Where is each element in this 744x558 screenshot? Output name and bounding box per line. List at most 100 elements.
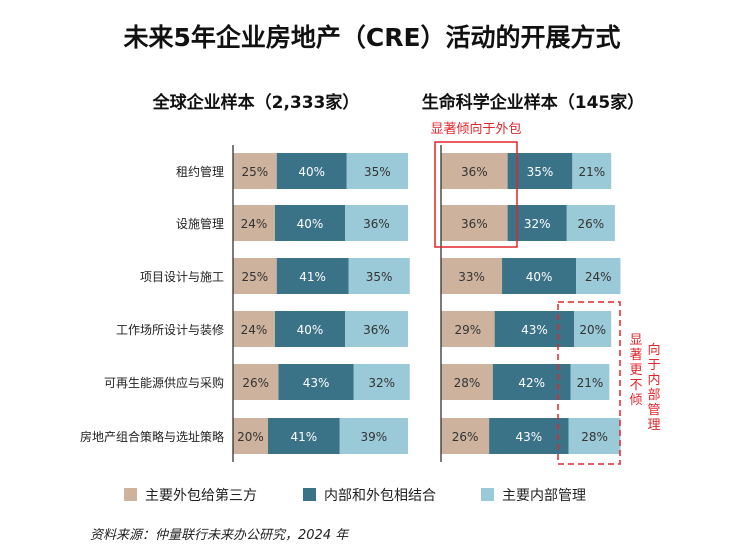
bar-segment (233, 153, 277, 189)
legend-item: 内部和外包相结合 (303, 488, 436, 504)
bar-segment (233, 258, 277, 294)
data-label: 25% (242, 165, 269, 179)
bar-segment (441, 364, 493, 400)
data-label: 24% (241, 217, 268, 231)
data-label: 32% (524, 217, 551, 231)
annotation-outsourcing: 显著倾向于外包 (430, 121, 521, 137)
data-label: 40% (297, 217, 324, 231)
data-label: 40% (298, 165, 325, 179)
bar-segment (489, 418, 569, 454)
bar-segment (233, 364, 279, 400)
data-label: 39% (361, 430, 388, 444)
data-label: 35% (364, 165, 391, 179)
bar-segment (568, 418, 621, 454)
data-label: 26% (578, 217, 605, 231)
bar-segment (275, 311, 345, 347)
svg-text:更: 更 (629, 363, 642, 378)
category-label: 设施管理 (176, 216, 224, 231)
panel-title-life-science: 生命科学企业样本（145家） (422, 92, 645, 113)
data-label: 41% (291, 430, 318, 444)
data-label: 28% (454, 376, 481, 390)
svg-text:内: 内 (647, 372, 660, 388)
data-label: 26% (452, 430, 479, 444)
legend-label: 主要外包给第三方 (145, 487, 257, 504)
legend-label: 主要内部管理 (502, 488, 586, 504)
legend-item: 主要内部管理 (481, 488, 586, 504)
bar-segment (233, 205, 275, 241)
data-label: 40% (526, 270, 553, 284)
legend: 主要外包给第三方 内部和外包相结合 主要内部管理 (124, 487, 586, 504)
data-label: 43% (521, 323, 548, 337)
bar-segment (353, 364, 410, 400)
data-label: 41% (299, 270, 326, 284)
bar-segment (441, 258, 503, 294)
svg-text:不: 不 (629, 378, 642, 393)
bar-segment (345, 205, 408, 241)
bar-segment (441, 418, 490, 454)
legend-swatch (303, 488, 316, 501)
data-label: 36% (461, 165, 488, 179)
legend-label: 内部和外包相结合 (324, 488, 436, 504)
bar-segment (278, 364, 354, 400)
bar-segment (441, 311, 495, 347)
data-label: 24% (585, 270, 612, 284)
bar-segment (276, 258, 349, 294)
bar-segment (576, 258, 621, 294)
svg-text:倾: 倾 (629, 393, 642, 408)
data-label: 36% (363, 323, 390, 337)
chart-title: 未来5年企业房地产（CRE）活动的开展方式 (123, 23, 620, 52)
data-label: 43% (516, 430, 543, 444)
highlight-box-outsourcing (434, 141, 518, 248)
category-label: 房地产组合策略与选址策略 (80, 429, 224, 444)
svg-text:显: 显 (629, 333, 642, 348)
data-label: 33% (458, 270, 485, 284)
bar-segment (441, 153, 508, 189)
bar-segment (572, 153, 612, 189)
bars-group: 25% 40% 35% 24% 40% 36% 25% 41% 35% 24% 40% 36% 26% 4… (233, 153, 621, 454)
data-label: 43% (303, 376, 330, 390)
data-label: 36% (461, 217, 488, 231)
data-label: 36% (363, 217, 390, 231)
category-labels: 租约管理设施管理项目设计与施工工作场所设计与装修可再生能源供应与采购房地产组合策… (80, 164, 224, 444)
legend-swatch (481, 488, 494, 501)
bar-segment (494, 311, 575, 347)
svg-text:部: 部 (647, 388, 660, 403)
svg-text:著: 著 (629, 348, 642, 363)
category-label: 项目设计与施工 (140, 270, 224, 284)
bar-segment (268, 418, 340, 454)
bar-segment (275, 205, 345, 241)
bar-segment (507, 153, 573, 189)
data-label: 32% (368, 376, 395, 390)
data-label: 40% (297, 323, 324, 337)
data-label: 25% (242, 270, 269, 284)
data-label: 21% (577, 376, 604, 390)
legend-swatch (124, 488, 137, 501)
data-label: 24% (241, 323, 268, 337)
bar-segment (348, 258, 410, 294)
bar-segment (346, 153, 408, 189)
data-label: 35% (527, 165, 554, 179)
svg-text:管: 管 (647, 403, 660, 418)
bar-segment (502, 258, 577, 294)
data-label: 35% (366, 270, 393, 284)
data-label: 21% (578, 165, 605, 179)
data-label: 29% (454, 323, 481, 337)
bar-segment (345, 311, 408, 347)
data-label: 20% (237, 430, 264, 444)
svg-text:向: 向 (647, 342, 660, 358)
data-label: 20% (579, 323, 606, 337)
bar-segment (570, 364, 610, 400)
highlight-box-internal (557, 301, 621, 465)
axes-group (232, 145, 442, 462)
data-label: 28% (581, 430, 608, 444)
bar-segment (566, 205, 615, 241)
bar-segment (233, 311, 275, 347)
category-label: 工作场所设计与装修 (116, 322, 224, 337)
bar-segment (276, 153, 347, 189)
category-label: 可再生能源供应与采购 (104, 375, 224, 390)
bar-segment (574, 311, 612, 347)
data-label: 42% (518, 376, 545, 390)
